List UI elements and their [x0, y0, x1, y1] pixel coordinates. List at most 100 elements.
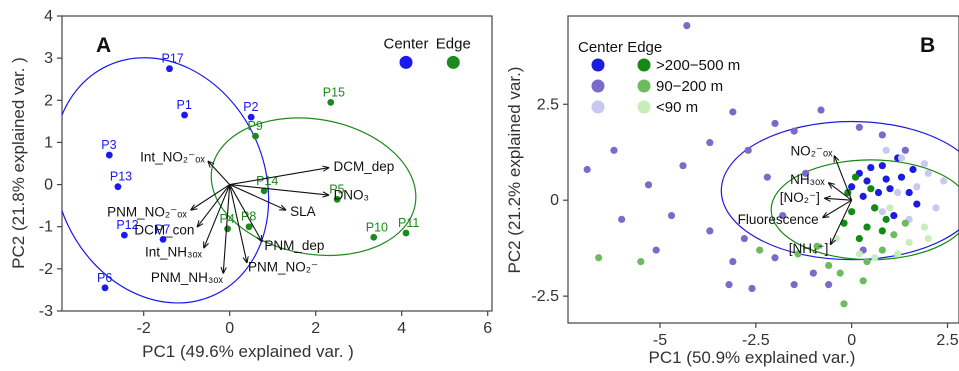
data-point — [882, 175, 890, 183]
loading-arrow — [229, 184, 329, 196]
data-point — [859, 277, 867, 285]
loading-label: PNM_NO₂⁻ — [248, 259, 318, 274]
data-point — [260, 187, 268, 195]
data-point — [840, 219, 848, 227]
data-point — [610, 146, 618, 154]
data-point — [890, 231, 898, 239]
confidence-ellipse-center — [720, 120, 959, 261]
data-point — [105, 151, 113, 159]
loading-arrow — [208, 161, 231, 185]
point-label: P2 — [243, 100, 258, 114]
y-tick-label: 2 — [44, 92, 53, 109]
point-label: P9 — [248, 119, 263, 133]
loading-arrow — [191, 184, 231, 210]
loading-arrow — [229, 184, 247, 263]
point-label: P8 — [241, 210, 256, 224]
legend-marker — [399, 55, 413, 69]
panel-a: -2 0 2 4 6 -3 -2 -1 0 1 2 3 4 PC1 (49.6% explained va… — [9, 8, 493, 361]
y-tick-label: -3 — [39, 303, 53, 320]
data-point — [683, 21, 691, 30]
loading-label: DCM_dep — [334, 159, 395, 174]
loading-arrow — [204, 184, 231, 248]
panel-letter: B — [920, 34, 935, 57]
data-point — [706, 139, 714, 147]
loading-label: NH₃ₒₓ — [790, 172, 825, 187]
data-point — [920, 160, 929, 168]
data-point — [878, 246, 886, 254]
data-point — [848, 208, 856, 216]
data-point — [878, 227, 886, 235]
y-tick-label: 0 — [44, 177, 53, 194]
loading-label: Fluorescence — [738, 212, 819, 227]
data-point — [913, 200, 921, 208]
loading-arrow — [825, 198, 852, 200]
data-point — [779, 211, 787, 220]
point-label: P10 — [366, 220, 388, 234]
data-point — [748, 284, 756, 293]
data-point — [790, 127, 798, 135]
data-point — [901, 219, 909, 227]
data-point — [905, 188, 913, 197]
data-point — [644, 181, 653, 189]
data-point — [863, 223, 871, 231]
data-point — [771, 119, 779, 128]
data-point — [120, 231, 128, 239]
y-tick-label: -1 — [39, 219, 53, 236]
data-point — [863, 258, 871, 266]
data-point — [878, 162, 886, 170]
confidence-ellipse-edge — [210, 117, 417, 257]
loading-label: DNO₃ — [334, 188, 370, 203]
x-tick-label: -5 — [653, 332, 667, 349]
point-label: P7 — [155, 222, 170, 236]
data-point — [886, 204, 894, 212]
panel-b: -5 -2.5 0 2.5 -2.5 0 2.5 PC1 (50.9% explained v… — [505, 15, 959, 367]
point-label: P13 — [110, 170, 132, 184]
data-point — [855, 123, 863, 131]
data-point — [848, 183, 856, 191]
data-point — [333, 195, 341, 203]
data-point — [851, 173, 860, 181]
data-point — [370, 233, 378, 241]
loading-label: PNM_NO₂⁻ₒₓ — [107, 205, 187, 220]
data-point — [224, 225, 231, 233]
plot-frame — [567, 15, 959, 324]
data-point — [836, 269, 844, 277]
data-point — [867, 163, 875, 172]
data-point — [595, 254, 603, 262]
data-point — [247, 113, 255, 121]
loading-label: DCM_con — [134, 223, 194, 238]
data-point — [794, 250, 802, 258]
x-tick-label: -2.5 — [742, 332, 770, 349]
data-point — [855, 250, 863, 258]
data-point — [874, 188, 883, 197]
loading-label: Int_NO₂⁻ₒₓ — [140, 150, 205, 165]
loading-arrow — [831, 199, 853, 244]
loading-label: Int_NH₃ₒₓ — [145, 244, 203, 259]
point-label: P3 — [101, 138, 116, 152]
data-point — [159, 235, 167, 243]
data-point — [890, 211, 898, 220]
x-tick-label: 2 — [311, 320, 320, 337]
data-point — [825, 261, 833, 270]
legend-edge-marker — [637, 79, 651, 93]
data-point — [878, 131, 886, 139]
data-point — [245, 223, 253, 231]
y-tick-label: 2.5 — [537, 96, 559, 113]
data-point — [897, 173, 906, 181]
data-point — [740, 234, 748, 243]
loading-label: [NH₄⁺] — [789, 241, 829, 256]
plot-area: NO₂⁻ₒₓ NH₃ₒₓ [NO₂⁻] Fluorescence [NH₄⁺] — [583, 21, 959, 308]
legend-header: Center Edge — [578, 39, 662, 56]
data-point — [402, 229, 410, 237]
data-point — [909, 165, 917, 174]
data-point — [871, 254, 879, 262]
data-point — [252, 132, 259, 140]
data-point — [913, 183, 921, 191]
data-point — [763, 173, 771, 181]
loading-arrow — [197, 184, 231, 227]
data-point — [679, 162, 687, 170]
data-point — [855, 234, 863, 243]
legend-center-marker — [591, 58, 605, 72]
y-tick-label: -2 — [39, 261, 53, 278]
